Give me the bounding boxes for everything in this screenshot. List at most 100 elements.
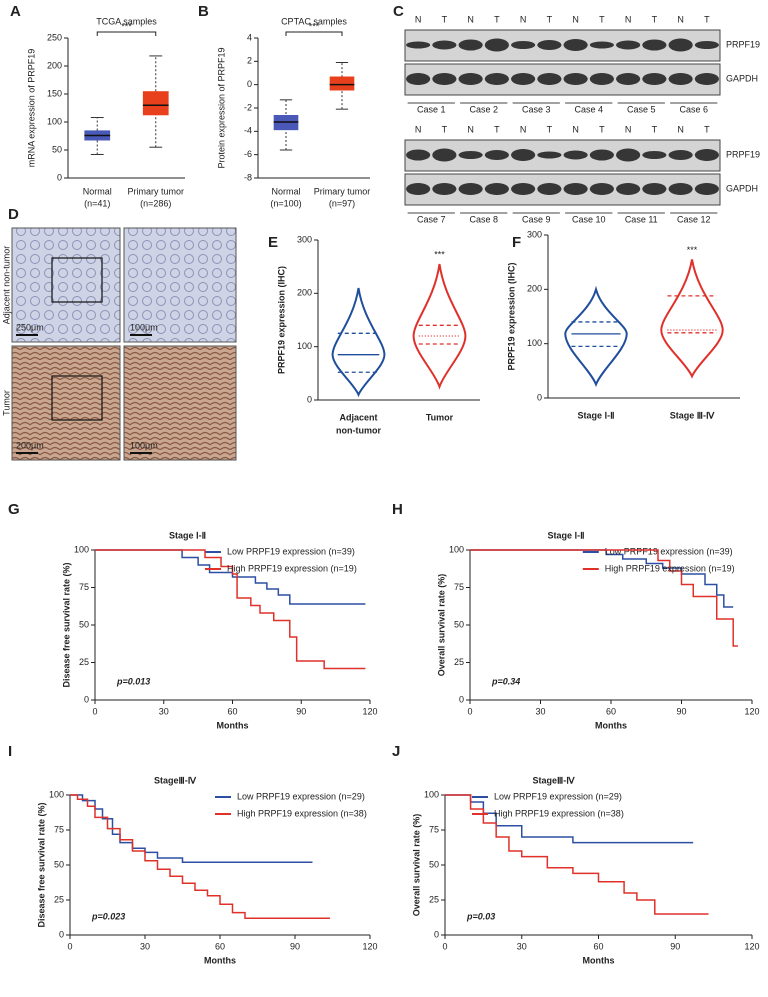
y-tick-label: 0 [59, 929, 64, 939]
legend-label: Low PRPF19 expression (n=29) [494, 791, 622, 801]
blot-band [589, 73, 614, 85]
panel-label: G [8, 501, 20, 518]
significance-bracket [96, 31, 157, 36]
significance: *** [687, 245, 698, 255]
blot-band [458, 39, 483, 51]
y-tick-label: 0 [57, 172, 62, 182]
y-tick-label: 300 [527, 229, 542, 239]
blot-strip [404, 173, 721, 206]
protein-label: GAPDH [726, 73, 758, 83]
blot-band [563, 39, 588, 51]
lane-label: N [572, 14, 579, 24]
lane-label: N [520, 14, 527, 24]
chart-title: CPTAC samples [281, 16, 347, 26]
p-value: p=0.023 [91, 911, 125, 921]
blot-strip [404, 63, 721, 96]
y-tick-label: -8 [244, 172, 252, 182]
y-tick-label: 50 [454, 619, 464, 629]
x-tick-label: 120 [362, 706, 377, 716]
blot-band [511, 73, 536, 85]
y-tick-label: 150 [47, 88, 62, 98]
case-label: Case 12 [677, 214, 711, 224]
y-tick-label: 200 [297, 288, 312, 298]
violin [331, 287, 386, 398]
blot-band [589, 183, 614, 195]
lane-label: T [599, 14, 605, 24]
lane-label: T [704, 124, 710, 134]
case-label: Case 8 [469, 214, 498, 224]
lane-label: T [494, 124, 500, 134]
legend-label: Low PRPF19 expression (n=39) [227, 546, 355, 556]
lane-label: T [704, 14, 710, 24]
panel-label: J [392, 743, 400, 760]
lane-label: N [467, 124, 474, 134]
y-tick-label: 75 [54, 824, 64, 834]
survival-curve [95, 549, 366, 605]
y-tick-label: 300 [297, 234, 312, 244]
p-value: p=0.013 [116, 676, 150, 686]
panel-label: I [8, 743, 12, 760]
blot-band [484, 150, 509, 160]
x-tick-label: 0 [67, 941, 72, 951]
y-tick-label: 50 [54, 859, 64, 869]
x-tick-label: 120 [362, 941, 377, 951]
case-label: Case 1 [417, 104, 446, 114]
y-tick-label: 0 [459, 694, 464, 704]
protein-label: GAPDH [726, 183, 758, 193]
x-tick-label: 90 [670, 941, 680, 951]
blot-band [511, 183, 536, 195]
sample-size: (n=100) [270, 198, 301, 208]
blot-band [668, 38, 693, 52]
chart-title: Stage Ⅰ-Ⅱ [169, 530, 206, 540]
y-tick-label: -2 [244, 102, 252, 112]
case-label: Case 10 [572, 214, 606, 224]
lane-label: N [677, 14, 684, 24]
lane-label: N [572, 124, 579, 134]
lane-label: N [625, 14, 632, 24]
y-axis-label: Disease free survival rate (%) [36, 802, 46, 927]
panel-label: A [10, 3, 21, 20]
y-tick-label: 25 [79, 657, 89, 667]
y-axis-label: Disease free survival rate (%) [61, 562, 71, 687]
x-tick-label: 0 [92, 706, 97, 716]
blot-band [642, 39, 667, 51]
chart-title: Stage Ⅰ-Ⅱ [547, 530, 584, 540]
blot-strip [404, 139, 721, 172]
x-tick-label: Normal [83, 186, 112, 196]
row-label: Adjacent non-tumor [1, 246, 11, 325]
chart-title: StageⅢ-Ⅳ [532, 775, 575, 785]
panel-label: C [393, 3, 404, 20]
x-tick-label: 0 [467, 706, 472, 716]
survival-curve [445, 794, 694, 844]
case-label: Case 7 [417, 214, 446, 224]
blot-band [458, 183, 483, 195]
p-value: p=0.34 [491, 676, 520, 686]
blot-band [537, 183, 562, 195]
ihc-image [123, 345, 237, 461]
y-axis-label: Overall survival rate (%) [411, 814, 421, 917]
x-tick-label: 60 [215, 941, 225, 951]
chart-title: TCGA samples [96, 16, 157, 26]
y-tick-label: -6 [244, 149, 252, 159]
x-tick-label: 30 [140, 941, 150, 951]
blot-band [589, 41, 614, 49]
y-tick-label: 50 [79, 619, 89, 629]
survival-curve [470, 549, 734, 608]
violin [564, 285, 628, 388]
y-tick-label: 100 [49, 789, 64, 799]
x-tick-label: Primary tumor [314, 186, 371, 196]
y-tick-label: 100 [74, 544, 89, 554]
case-label: Case 11 [625, 214, 658, 224]
lane-label: N [677, 124, 684, 134]
blot-band [694, 73, 719, 85]
legend-label: High PRPF19 expression (n=38) [494, 808, 624, 818]
panel-label: E [268, 234, 278, 251]
survival-curve [70, 794, 330, 919]
blot-band [406, 183, 431, 195]
y-tick-label: 0 [307, 394, 312, 404]
lane-label: T [494, 14, 500, 24]
row-label: Tumor [1, 390, 11, 416]
y-tick-label: 0 [537, 392, 542, 402]
